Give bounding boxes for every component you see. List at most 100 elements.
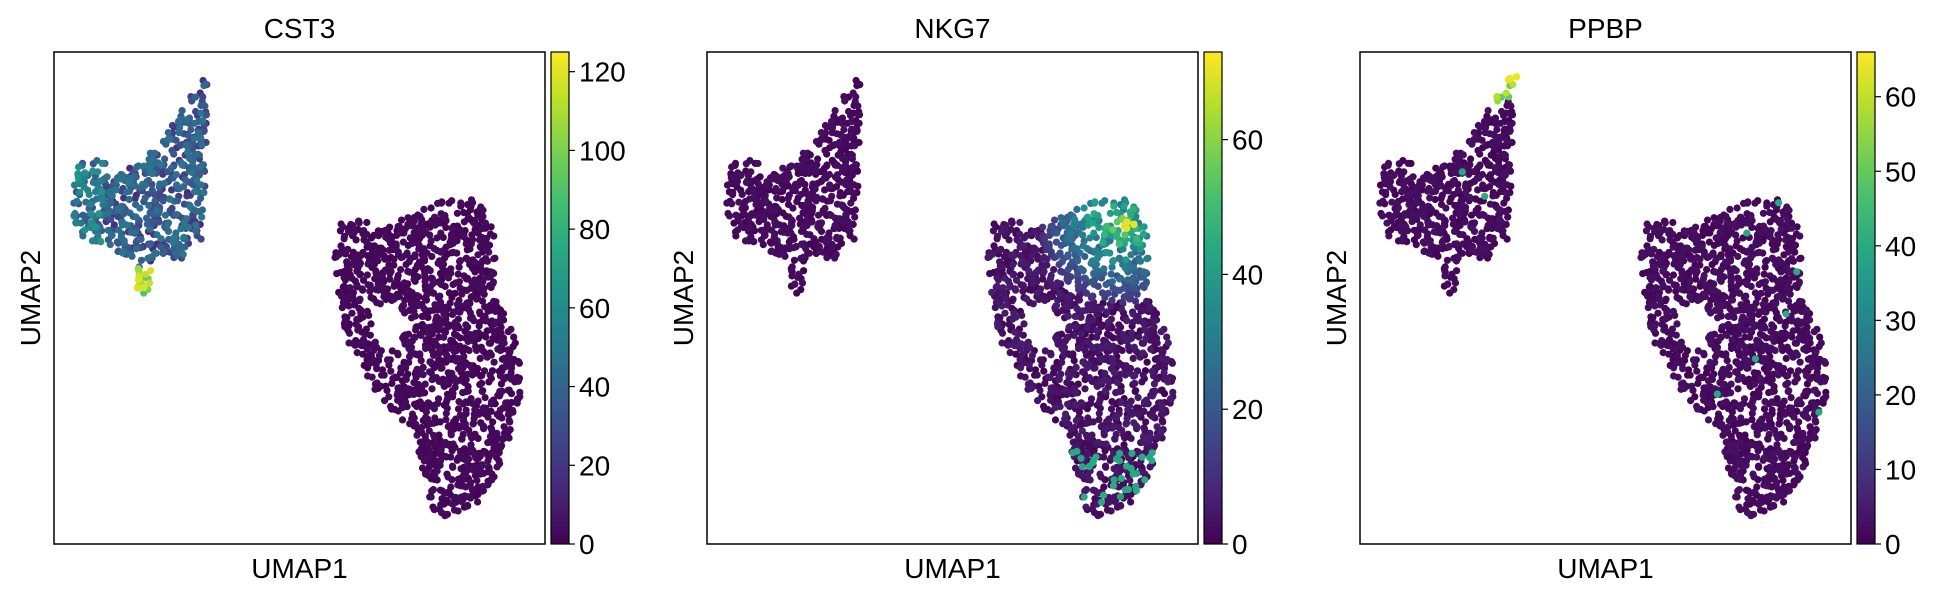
cell-point [489, 280, 497, 288]
cell-point [91, 223, 99, 231]
cell-point [363, 345, 371, 353]
cell-point [413, 431, 421, 439]
cell-point [1118, 426, 1126, 434]
cell-point [1108, 398, 1116, 406]
cell-point [120, 194, 128, 202]
cell-point [477, 259, 485, 267]
cell-point [813, 193, 821, 201]
cell-point [1071, 312, 1079, 320]
cell-point [817, 219, 826, 227]
cell-point [408, 239, 416, 247]
cell-point [1681, 351, 1689, 359]
cell-point [448, 476, 456, 484]
cell-point [106, 241, 114, 249]
cell-point [797, 286, 805, 294]
cell-point [1060, 343, 1069, 351]
cell-point [76, 188, 84, 196]
cell-point [1106, 209, 1114, 217]
cell-point [180, 219, 188, 227]
cell-point [73, 197, 81, 205]
cell-point [158, 161, 166, 169]
cell-point [469, 236, 477, 244]
cell-point [476, 354, 484, 362]
cell-point [460, 208, 468, 217]
cell-point [1158, 401, 1166, 409]
cell-point [455, 263, 463, 271]
cell-point [483, 234, 491, 242]
cell-point [1082, 503, 1090, 511]
cell-point [506, 410, 514, 418]
cell-point [1065, 323, 1073, 331]
cell-point [424, 329, 432, 337]
cell-point [340, 235, 348, 243]
cell-point [1164, 339, 1172, 347]
cell-point [490, 255, 498, 263]
cell-point [1012, 313, 1020, 321]
cell-point [378, 371, 386, 379]
cell-point [447, 232, 455, 240]
cell-point [445, 289, 453, 297]
cell-point [440, 441, 448, 449]
cell-point [132, 228, 140, 236]
cell-point [184, 131, 192, 140]
cell-point [839, 153, 847, 161]
cell-point [1088, 343, 1096, 351]
cell-point [417, 357, 425, 365]
cell-point [1799, 447, 1807, 455]
cell-point [474, 251, 482, 259]
cell-point [458, 435, 466, 443]
cell-point [832, 250, 840, 258]
cell-point [1705, 238, 1713, 246]
cell-point [355, 261, 364, 269]
cell-point [149, 169, 157, 177]
cell-point [157, 235, 165, 243]
cell-point [1117, 305, 1126, 313]
cell-point [405, 287, 413, 295]
cell-point [768, 226, 776, 234]
cell-point [202, 80, 210, 88]
cell-point [833, 233, 841, 241]
cell-point [477, 343, 485, 351]
cell-point [1040, 267, 1048, 276]
cell-point [1041, 379, 1049, 387]
cell-point [1078, 231, 1087, 239]
cell-point [1089, 418, 1097, 426]
cell-point [490, 358, 498, 366]
cell-point [401, 398, 410, 406]
cell-point [438, 247, 446, 255]
cell-point [145, 241, 153, 249]
cell-point [444, 343, 452, 351]
cell-point [1639, 270, 1647, 278]
cell-point [119, 249, 127, 257]
cell-point [1025, 267, 1033, 275]
cell-point [1142, 434, 1150, 442]
cell-point [1149, 390, 1157, 398]
cell-point [998, 302, 1006, 310]
cell-point [1073, 205, 1081, 213]
cell-point [1082, 419, 1091, 427]
cell-point [851, 206, 860, 214]
cell-point [151, 249, 159, 257]
cell-point [1069, 449, 1077, 457]
cell-point [1080, 493, 1088, 501]
cell-point [437, 210, 445, 218]
cell-point [1064, 252, 1072, 261]
cell-point [1001, 274, 1009, 282]
cell-point [757, 236, 766, 244]
cell-point [1116, 493, 1125, 501]
colorbar-tick-label: 0 [1232, 529, 1248, 560]
cell-point [771, 218, 780, 226]
cell-point [506, 348, 514, 356]
cell-point [343, 322, 351, 331]
cell-point [190, 134, 199, 142]
cell-point [468, 365, 476, 373]
cell-point [374, 286, 382, 294]
cell-point [473, 476, 481, 485]
cell-point [195, 128, 203, 136]
cell-point [1071, 401, 1079, 409]
cell-point [728, 163, 736, 171]
cell-point [510, 333, 518, 341]
cell-point [1138, 453, 1146, 461]
cell-point [429, 419, 438, 427]
